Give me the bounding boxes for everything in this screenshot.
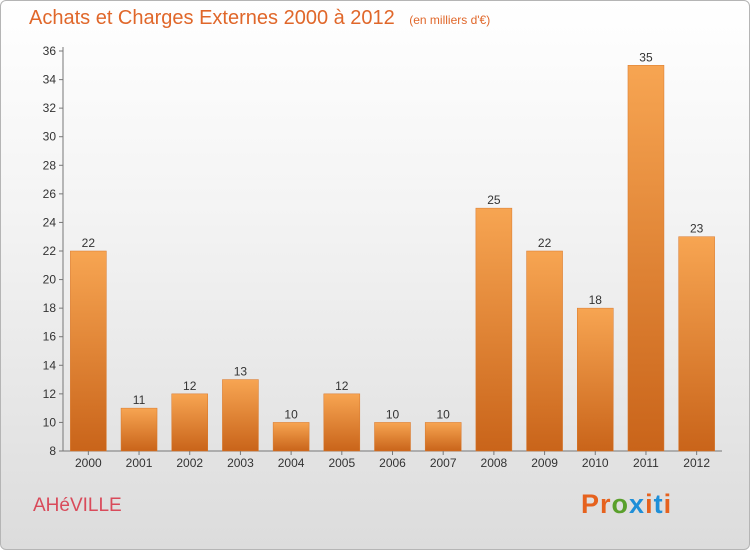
bar-value-label: 23 — [690, 222, 704, 236]
y-tick-label: 24 — [43, 215, 57, 229]
bar-value-label: 10 — [284, 407, 298, 421]
brand-letter: o — [611, 489, 630, 519]
bar — [627, 65, 665, 452]
bar-value-label: 12 — [335, 379, 349, 393]
y-tick-label: 28 — [43, 158, 57, 172]
y-tick-label: 18 — [43, 301, 57, 315]
bar — [222, 379, 259, 452]
chart-unit: (en milliers d'€) — [409, 13, 491, 27]
y-tick-label: 26 — [43, 187, 57, 201]
x-tick-label: 2005 — [328, 456, 355, 470]
brand-logo: Proxiti — [581, 489, 672, 520]
x-tick-label: 2010 — [582, 456, 609, 470]
x-tick-label: 2003 — [227, 456, 254, 470]
brand-letter: i — [663, 489, 673, 519]
bar-value-label: 25 — [487, 193, 501, 207]
y-tick-label: 12 — [43, 387, 57, 401]
chart-header: Achats et Charges Externes 2000 à 2012 (… — [29, 7, 490, 30]
bar — [272, 422, 310, 452]
brand-letter: P — [581, 489, 601, 519]
x-tick-label: 2001 — [126, 456, 153, 470]
bar — [70, 250, 107, 452]
x-tick-label: 2011 — [633, 456, 659, 470]
y-tick-label: 30 — [43, 130, 57, 144]
bar-value-label: 10 — [437, 407, 451, 421]
x-tick-label: 2012 — [683, 456, 710, 470]
x-tick-label: 2000 — [75, 456, 102, 470]
brand-letter: r — [600, 489, 612, 519]
y-tick-label: 34 — [43, 73, 57, 87]
bar-value-label: 12 — [183, 379, 197, 393]
y-tick-label: 36 — [43, 44, 57, 58]
place-name: AHéVILLE — [33, 495, 122, 516]
bar — [171, 393, 208, 452]
y-tick-label: 16 — [43, 330, 57, 344]
y-tick-label: 14 — [43, 358, 57, 372]
bar — [323, 393, 361, 452]
y-tick-label: 20 — [43, 273, 57, 287]
x-tick-label: 2009 — [531, 456, 558, 470]
bar — [678, 236, 715, 452]
bar-value-label: 22 — [538, 236, 552, 250]
x-tick-label: 2008 — [481, 456, 508, 470]
bar-value-label: 18 — [589, 293, 603, 307]
brand-letter: t — [653, 489, 664, 519]
y-tick-label: 8 — [49, 444, 56, 458]
bar — [374, 422, 411, 452]
bar-value-label: 35 — [639, 50, 653, 64]
y-tick-label: 22 — [43, 244, 57, 258]
bar-value-label: 11 — [133, 393, 146, 407]
bar — [424, 422, 462, 452]
brand-letter: x — [629, 489, 646, 519]
chart-title: Achats et Charges Externes 2000 à 2012 — [29, 7, 395, 29]
bar — [526, 250, 563, 452]
y-tick-label: 32 — [43, 101, 57, 115]
brand-letter: i — [645, 489, 654, 519]
bar-value-label: 22 — [82, 236, 96, 250]
x-tick-label: 2002 — [176, 456, 203, 470]
x-tick-label: 2004 — [278, 456, 305, 470]
bar — [475, 207, 513, 452]
bar-value-label: 13 — [234, 365, 248, 379]
bar-value-label: 10 — [386, 407, 400, 421]
bar — [120, 407, 158, 452]
x-tick-label: 2007 — [430, 456, 457, 470]
y-tick-label: 10 — [43, 415, 57, 429]
bar — [577, 307, 614, 452]
x-tick-label: 2006 — [379, 456, 406, 470]
